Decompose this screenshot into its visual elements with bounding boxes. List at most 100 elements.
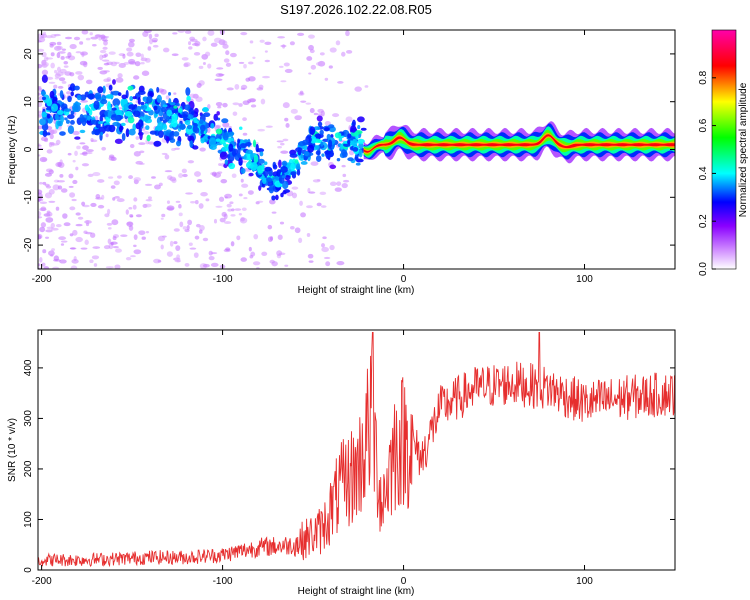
spectrogram-blob — [227, 154, 231, 159]
spectrogram-blob — [143, 114, 149, 122]
spectrogram-speckle — [46, 76, 54, 80]
spectrogram-speckle — [173, 241, 178, 245]
spectrogram-marks — [38, 30, 675, 269]
spectrogram-speckle — [57, 185, 63, 190]
spectrogram-speckle — [59, 259, 67, 264]
spectrogram-blob — [300, 154, 304, 159]
spectrogram-speckle — [225, 62, 232, 67]
spectrogram-speckle — [182, 226, 187, 230]
spectrogram-blob — [358, 142, 364, 150]
spectrogram-speckle — [218, 196, 225, 202]
spectrogram-speckle — [98, 34, 105, 38]
spectrogram-speckle — [206, 127, 211, 134]
spectrogram-speckle — [198, 203, 204, 209]
spectrogram-blob — [158, 130, 164, 138]
spectrogram-speckle — [160, 244, 164, 250]
spectrogram-speckle — [41, 69, 49, 76]
spectrogram-speckle — [202, 61, 206, 66]
spectrogram-speckle — [200, 191, 208, 197]
spectrogram-blob — [352, 119, 356, 127]
spectrogram-speckle — [103, 245, 111, 250]
spectrogram-speckle — [38, 48, 45, 52]
spectrogram-speckle — [329, 244, 335, 251]
spectrogram-blob — [87, 93, 96, 100]
spectrogram-speckle — [69, 206, 76, 211]
spectrogram-speckle — [250, 104, 257, 108]
spectrogram-speckle — [52, 266, 60, 269]
spectrogram-speckle — [242, 100, 250, 106]
spectrogram-speckle — [139, 150, 145, 154]
spectrogram-speckle — [207, 30, 215, 36]
spectrogram-blob — [74, 136, 81, 140]
spectrogram-speckle — [282, 138, 289, 142]
spectrogram-blob — [132, 96, 137, 100]
spectrogram-speckle — [71, 259, 79, 264]
spectrogram-speckle — [85, 151, 93, 155]
spectrogram-blob — [112, 79, 116, 85]
spectrogram-speckle — [39, 256, 43, 263]
spectrogram-blob — [316, 115, 323, 122]
spectrogram-blob — [91, 130, 95, 135]
spectrogram-speckle — [60, 188, 68, 193]
spectrogram-blob — [295, 147, 303, 153]
spectrogram-speckle — [66, 91, 71, 95]
spectrogram-blob — [159, 116, 164, 122]
spectrogram-speckle — [38, 154, 41, 157]
spectrogram-speckle — [240, 178, 244, 183]
spectrogram-speckle — [83, 61, 88, 68]
spectrogram-speckle — [230, 214, 236, 217]
spectrogram-speckle — [95, 194, 101, 199]
spectrogram-speckle — [54, 69, 58, 74]
spectrogram-blob — [302, 144, 308, 151]
carrier-band — [363, 132, 675, 154]
spectrogram-speckle — [125, 256, 132, 261]
spectrogram-speckle — [328, 65, 333, 69]
spectrogram-speckle — [135, 214, 142, 218]
spectrogram-speckle — [215, 102, 223, 107]
spectrogram-blob — [309, 126, 316, 136]
spectrogram-speckle — [227, 208, 233, 212]
spectrogram-speckle — [97, 66, 103, 70]
spectrogram-blob — [271, 195, 276, 201]
spectrogram-speckle — [112, 236, 117, 241]
spectrogram-blob — [153, 105, 158, 111]
spectrogram-speckle — [79, 142, 86, 145]
spectrogram-speckle — [364, 85, 369, 88]
spectrogram-speckle — [102, 46, 108, 50]
spectrogram-speckle — [218, 73, 225, 76]
spectrogram-speckle — [202, 263, 210, 268]
spectrogram-speckle — [226, 87, 234, 91]
spectrogram-blob — [264, 166, 273, 172]
spectrogram-speckle — [184, 228, 190, 233]
snr-y-axis: 0 100 200 300 400 — [23, 359, 675, 573]
spectrogram-blob — [351, 138, 358, 147]
spectrogram-blob — [252, 139, 257, 148]
spectrogram-speckle — [39, 207, 47, 212]
spectrogram-speckle — [196, 82, 202, 88]
spectrogram-speckle — [332, 113, 340, 118]
spectrogram-speckle — [133, 234, 138, 240]
spectrogram-blob — [354, 156, 359, 161]
spectrogram-x-axis: -200 -100 0 100 — [32, 30, 593, 285]
spectrogram-speckle — [294, 227, 301, 234]
spectrogram-speckle — [61, 48, 67, 51]
spectrogram-blob — [203, 112, 211, 118]
spectrogram-speckle — [69, 192, 76, 198]
spectrogram-blob — [54, 113, 59, 121]
spectrogram-blob — [100, 131, 104, 136]
spectrogram-speckle — [147, 141, 155, 145]
spectrogram-speckle — [202, 36, 207, 42]
spectrogram-blob — [321, 153, 325, 157]
spectrogram-speckle — [160, 217, 164, 220]
spectrogram-blob — [187, 135, 192, 142]
spectrogram-speckle — [336, 181, 342, 186]
spectrogram-speckle — [45, 57, 54, 60]
spectrogram-speckle — [249, 98, 256, 103]
spectrogram-speckle — [232, 111, 238, 116]
spectrogram-speckle — [133, 244, 137, 248]
spectrogram-speckle — [290, 225, 295, 230]
spectrogram-blob — [182, 114, 189, 118]
spectrogram-speckle — [111, 219, 119, 226]
spectrogram-speckle — [45, 229, 53, 233]
spectrogram-speckle — [93, 263, 98, 267]
